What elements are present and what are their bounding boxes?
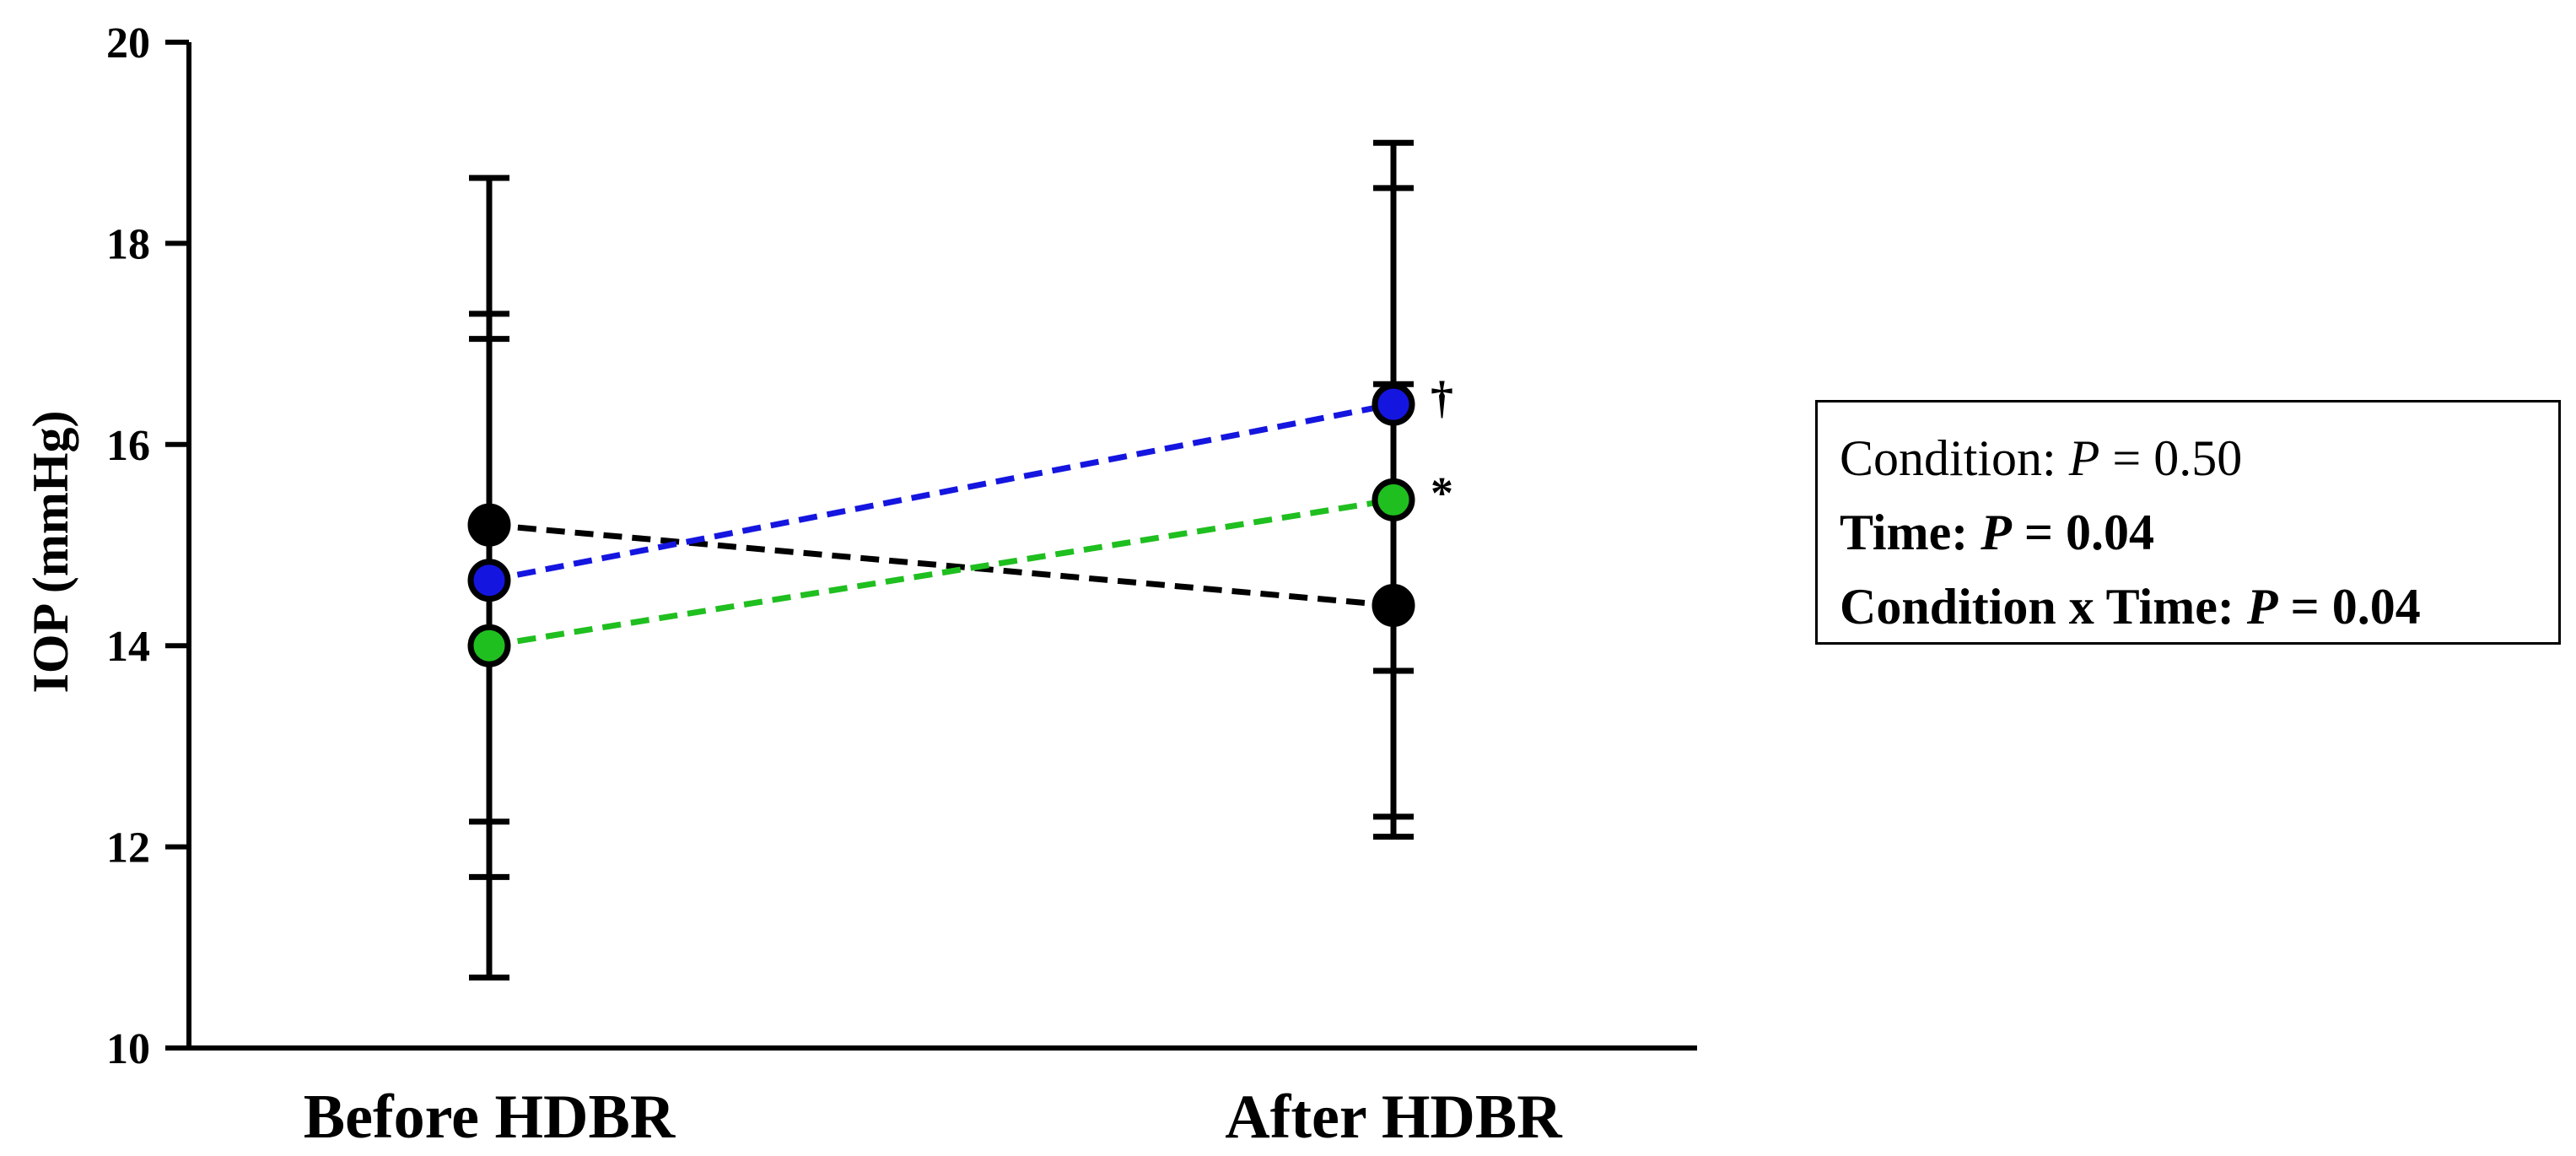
significance-annotations: †* <box>1431 372 1453 518</box>
statistics-box: Condition: P = 0.50 Time: P = 0.04 Condi… <box>1815 400 2561 645</box>
series-markers <box>467 382 1415 667</box>
y-tick-label: 10 <box>106 1025 150 1073</box>
interaction-p-symbol: P <box>2246 579 2278 635</box>
time-p-value: = 0.04 <box>2024 505 2155 560</box>
significance-marker: * <box>1431 467 1453 518</box>
interaction-stat: Condition x Time: P = 0.04 <box>1840 570 2536 644</box>
data-point <box>467 624 511 667</box>
data-point <box>1372 584 1415 628</box>
y-axis-label: IOP (mmHg) <box>23 411 78 694</box>
condition-stat: Condition: P = 0.50 <box>1840 421 2536 495</box>
y-tick-label: 20 <box>106 19 150 68</box>
y-tick-label: 14 <box>106 623 150 671</box>
data-point <box>1372 382 1415 426</box>
interaction-label: Condition x Time: <box>1840 579 2234 635</box>
time-stat: Time: P = 0.04 <box>1840 495 2536 570</box>
y-tick-label: 16 <box>106 422 150 470</box>
data-point <box>467 559 511 602</box>
y-tick-label: 18 <box>106 220 150 268</box>
x-axis: Before HDBR After HDBR <box>186 1045 1697 1152</box>
y-axis: 10 12 14 16 18 20 <box>106 19 191 1073</box>
x-category-label: Before HDBR <box>304 1083 676 1152</box>
y-tick-label: 12 <box>106 824 150 872</box>
series-line <box>488 521 1394 609</box>
interaction-p-value: = 0.04 <box>2290 579 2421 635</box>
error-bars <box>469 139 1414 981</box>
x-category-label: After HDBR <box>1225 1083 1563 1152</box>
condition-label: Condition: <box>1840 430 2056 486</box>
series-line <box>488 401 1394 584</box>
significance-marker: † <box>1431 372 1453 423</box>
time-p-symbol: P <box>1981 505 2012 560</box>
time-label: Time: <box>1840 505 1969 560</box>
data-point <box>467 503 511 547</box>
data-point <box>1372 478 1415 521</box>
condition-p-value: = 0.50 <box>2112 430 2243 486</box>
series-line <box>488 496 1394 649</box>
condition-p-symbol: P <box>2068 430 2100 486</box>
series-lines <box>488 401 1394 649</box>
